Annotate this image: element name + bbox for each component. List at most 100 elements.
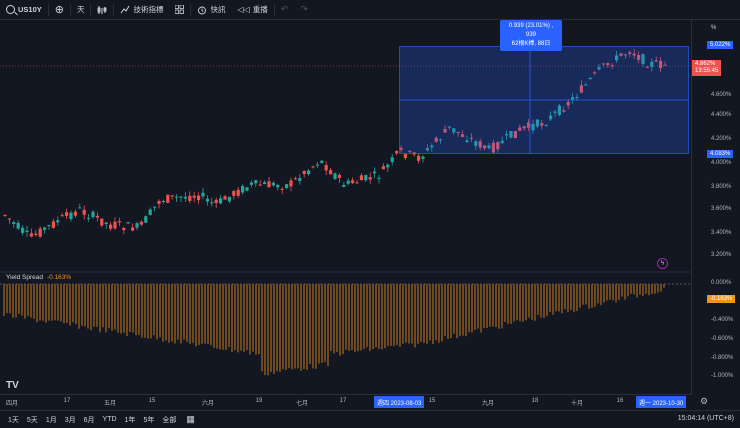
main-chart[interactable]: 0.939 (23.01%) , 939 62根K棒, 88日 Yield Sp…	[0, 20, 692, 394]
indicator-legend[interactable]: Yield Spread -0.163%	[6, 274, 71, 281]
candle-body	[315, 164, 319, 166]
range-6m[interactable]: 6月	[83, 416, 95, 424]
settings-icon[interactable]: ⚙	[700, 396, 709, 406]
candle-body	[390, 157, 394, 162]
candle-body	[509, 131, 513, 138]
candle-body	[241, 186, 245, 193]
alarm-clock-icon	[198, 6, 207, 14]
layouts-button[interactable]	[169, 0, 190, 20]
candle-body	[179, 196, 183, 198]
range-3m[interactable]: 3月	[64, 416, 76, 424]
candle-body	[38, 228, 42, 237]
range-1m[interactable]: 1月	[45, 416, 57, 424]
tradingview-logo[interactable]: TV	[6, 380, 19, 391]
candle-body	[307, 170, 311, 175]
candle-body	[342, 184, 346, 187]
candle-body	[346, 180, 350, 184]
candle-body	[540, 123, 544, 126]
candle-body	[223, 196, 227, 200]
time-tick: 十月	[570, 401, 584, 407]
candle-body	[104, 222, 108, 224]
candle-body	[505, 134, 509, 136]
candle-body	[271, 182, 275, 186]
candle-body	[205, 198, 209, 202]
candle-body	[465, 140, 469, 143]
candle-body	[654, 60, 658, 62]
lightning-icon[interactable]: ϟ	[657, 258, 668, 269]
candle-body	[285, 184, 289, 189]
redo-button[interactable]: ↷	[294, 0, 314, 20]
candle-body	[351, 180, 355, 184]
candle-body	[100, 218, 104, 226]
candle-body	[276, 184, 280, 188]
symbol-search[interactable]: US10Y	[0, 0, 48, 20]
candle-body	[395, 151, 399, 154]
candle-body	[298, 178, 302, 182]
range-1y[interactable]: 1年	[124, 416, 136, 424]
candle-body	[650, 61, 654, 67]
countdown-value: 13:55:45	[695, 68, 719, 74]
compare-button[interactable]: ⊕	[49, 0, 70, 20]
replay-button[interactable]: ◁◁ 重播	[231, 0, 273, 20]
price-axis[interactable]: % 5.022% 4.862% 13:55:45 4.600% 4.400% 4…	[692, 20, 740, 394]
candle-body	[219, 198, 223, 204]
clock: 15:04:14 (UTC+8)	[677, 415, 734, 422]
range-5y[interactable]: 5年	[143, 416, 155, 424]
indicator-value: -0.163%	[46, 274, 72, 281]
interval-label: 天	[76, 5, 85, 14]
range-all[interactable]: 全部	[162, 416, 177, 424]
candle-body	[549, 115, 553, 120]
candle-body	[434, 137, 438, 142]
candle-body	[3, 214, 7, 216]
candle-body	[663, 64, 667, 66]
candle-body	[161, 200, 165, 202]
candle-body	[113, 221, 117, 229]
candle-body	[197, 195, 201, 201]
candle-body	[139, 221, 143, 225]
indicator-value-badge: -0.163%	[707, 295, 736, 303]
candle-body	[593, 72, 597, 74]
range-top-badge: 5.022%	[707, 41, 734, 49]
candle-body	[408, 150, 412, 152]
redo-icon: ↷	[300, 4, 308, 14]
range-5d[interactable]: 5天	[26, 416, 38, 424]
candle-body	[293, 178, 297, 180]
range-bottom-badge: 4.083%	[707, 150, 734, 158]
candle-body	[157, 200, 161, 204]
candle-body	[192, 195, 196, 198]
candle-body	[597, 67, 601, 70]
undo-button[interactable]: ↶	[275, 0, 295, 20]
candle-body	[232, 191, 236, 196]
candle-body	[47, 225, 51, 227]
alert-button[interactable]: 快訊	[191, 0, 231, 20]
date-range-icon[interactable]: ▦	[186, 414, 195, 424]
candle-body	[456, 131, 460, 134]
interval-button[interactable]: 天	[71, 0, 91, 20]
measure-selection[interactable]	[399, 46, 689, 154]
candle-body	[575, 97, 579, 99]
price-tick: 4.200%	[711, 136, 732, 142]
chart-type-button[interactable]	[91, 0, 113, 20]
price-chart-canvas[interactable]	[0, 20, 692, 394]
time-axis[interactable]: 四月 17 五月 15 六月 19 七月 17 週四 2023-08-03 15…	[0, 394, 708, 408]
time-highlight-start: 週四 2023-08-03	[374, 396, 425, 408]
time-tick: 18	[531, 398, 539, 404]
indicators-label: 技術指標	[133, 5, 164, 14]
candle-body	[249, 182, 253, 185]
candle-body	[478, 141, 482, 148]
candle-body	[148, 209, 152, 215]
range-1d[interactable]: 1天	[8, 416, 19, 424]
candle-body	[73, 211, 77, 216]
candle-body	[557, 105, 561, 115]
range-ytd[interactable]: YTD	[102, 416, 117, 423]
time-tick: 15	[428, 398, 436, 404]
candle-body	[386, 164, 390, 168]
indicators-button[interactable]: 技術指標	[114, 0, 169, 20]
candle-body	[69, 212, 73, 220]
price-tick: 4.400%	[711, 112, 732, 118]
candle-body	[399, 147, 403, 150]
undo-icon: ↶	[280, 4, 289, 14]
candle-body	[43, 227, 47, 230]
candle-body	[452, 128, 456, 133]
candle-body	[381, 166, 385, 170]
